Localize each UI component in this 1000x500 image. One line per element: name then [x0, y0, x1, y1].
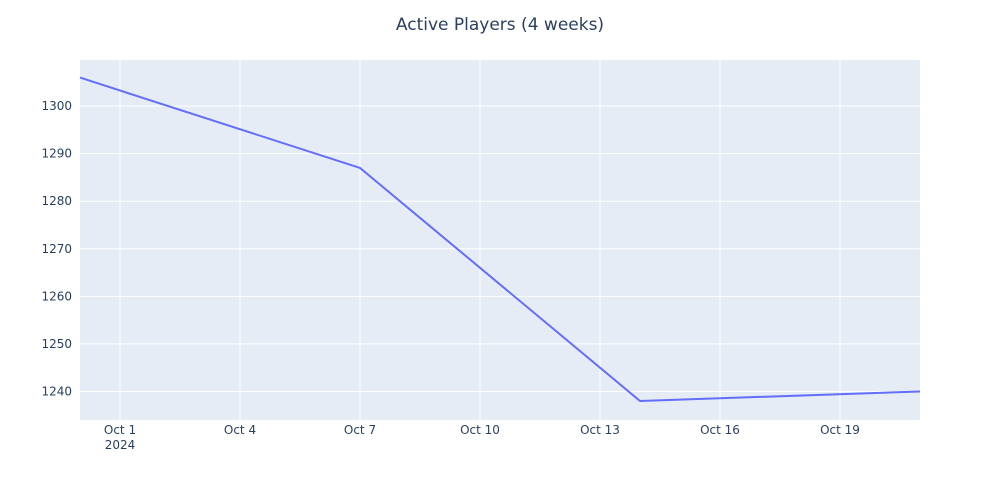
y-tick-label: 1250	[41, 337, 72, 351]
plot-area	[80, 60, 920, 420]
x-tick-label: Oct 13	[580, 423, 620, 437]
series-group	[79, 76, 921, 402]
grid-lines	[80, 60, 920, 420]
y-tick-label: 1300	[41, 99, 72, 113]
x-tick-label: Oct 4	[224, 423, 256, 437]
x-tick-label: Oct 7	[344, 423, 376, 437]
y-tick-label: 1290	[41, 147, 72, 161]
x-tick-label: Oct 19	[820, 423, 860, 437]
y-tick-label: 1240	[41, 384, 72, 398]
y-tick-label: 1280	[41, 194, 72, 208]
y-tick-label: 1260	[41, 289, 72, 303]
y-tick-label: 1270	[41, 242, 72, 256]
chart-title: Active Players (4 weeks)	[396, 15, 604, 35]
x-tick-label: Oct 1	[104, 423, 136, 437]
y-axis: 1240 1250 1260 1270 1280 1290 1300	[41, 99, 72, 398]
x-tick-year-label: 2024	[105, 438, 136, 452]
x-tick-label: Oct 16	[700, 423, 740, 437]
series-line	[79, 76, 921, 402]
x-tick-label: Oct 10	[460, 423, 500, 437]
